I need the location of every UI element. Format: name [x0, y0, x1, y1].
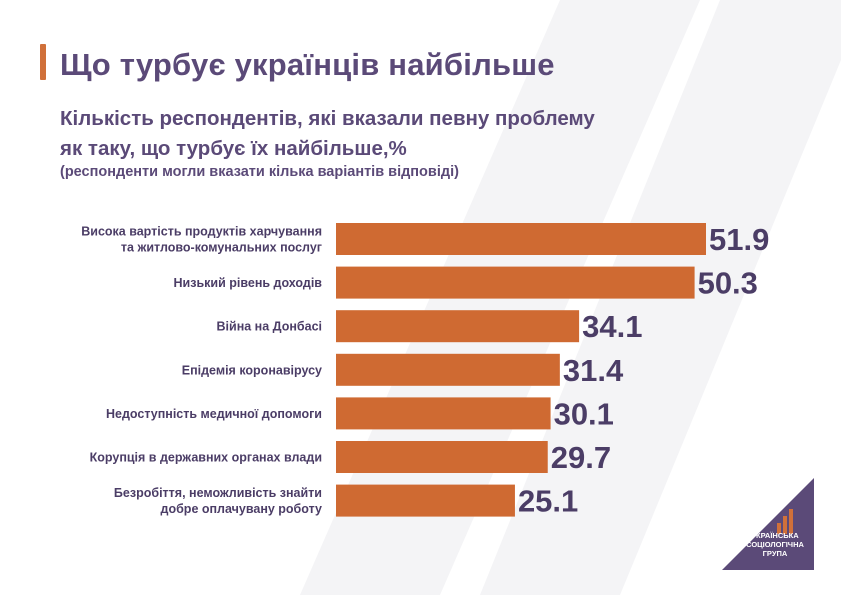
value-label: 29.7: [551, 440, 611, 475]
category-label: Епідемія коронавірусу: [182, 363, 322, 377]
value-label: 31.4: [563, 353, 624, 388]
bar: [336, 441, 548, 473]
logo-bar: [789, 509, 793, 534]
value-label: 25.1: [518, 484, 578, 519]
category-label: Корупція в державних органах влади: [90, 451, 322, 465]
bar: [336, 397, 551, 430]
bar: [336, 223, 706, 255]
logo-text: Українська соціологічна група: [740, 531, 810, 558]
value-label: 34.1: [582, 309, 642, 344]
chart-subtitle: Кількість респондентів, які вказали певн…: [60, 104, 595, 164]
title-accent-bar: [40, 44, 46, 80]
category-label: Недоступність медичної допомоги: [106, 407, 322, 421]
category-label: Війна на Донбасі: [217, 320, 322, 334]
subtitle-line: Кількість респондентів, які вказали певн…: [60, 107, 595, 130]
page-title: Що турбує українців найбільше: [60, 47, 555, 82]
chart-note: (респонденти могли вказати кілька варіан…: [60, 164, 459, 180]
bar: [336, 484, 515, 517]
logo-text-line: група: [762, 549, 788, 558]
category-label: та житлово-комунальних послуг: [121, 241, 322, 255]
bar: [336, 353, 560, 386]
logo-triangle: [722, 478, 814, 570]
value-label: 50.3: [698, 266, 758, 301]
category-label: Низький рівень доходів: [174, 276, 323, 290]
logo-text-line: соціологічна: [746, 540, 804, 549]
value-label: 51.9: [709, 222, 769, 257]
category-label: Висока вартість продуктів харчування: [81, 225, 322, 239]
bar: [336, 310, 580, 343]
logo-text-line: Українська: [751, 531, 799, 540]
category-label: Безробіття, неможливість знайти: [114, 486, 322, 500]
logo-bar: [777, 523, 781, 534]
bar: [336, 266, 695, 299]
company-logo: [722, 478, 814, 570]
subtitle-line: як таку, що турбує їх найбільше,%: [60, 137, 407, 160]
value-label: 30.1: [554, 396, 614, 431]
category-label: добре оплачувану роботу: [161, 502, 323, 516]
logo-bar: [783, 516, 787, 534]
